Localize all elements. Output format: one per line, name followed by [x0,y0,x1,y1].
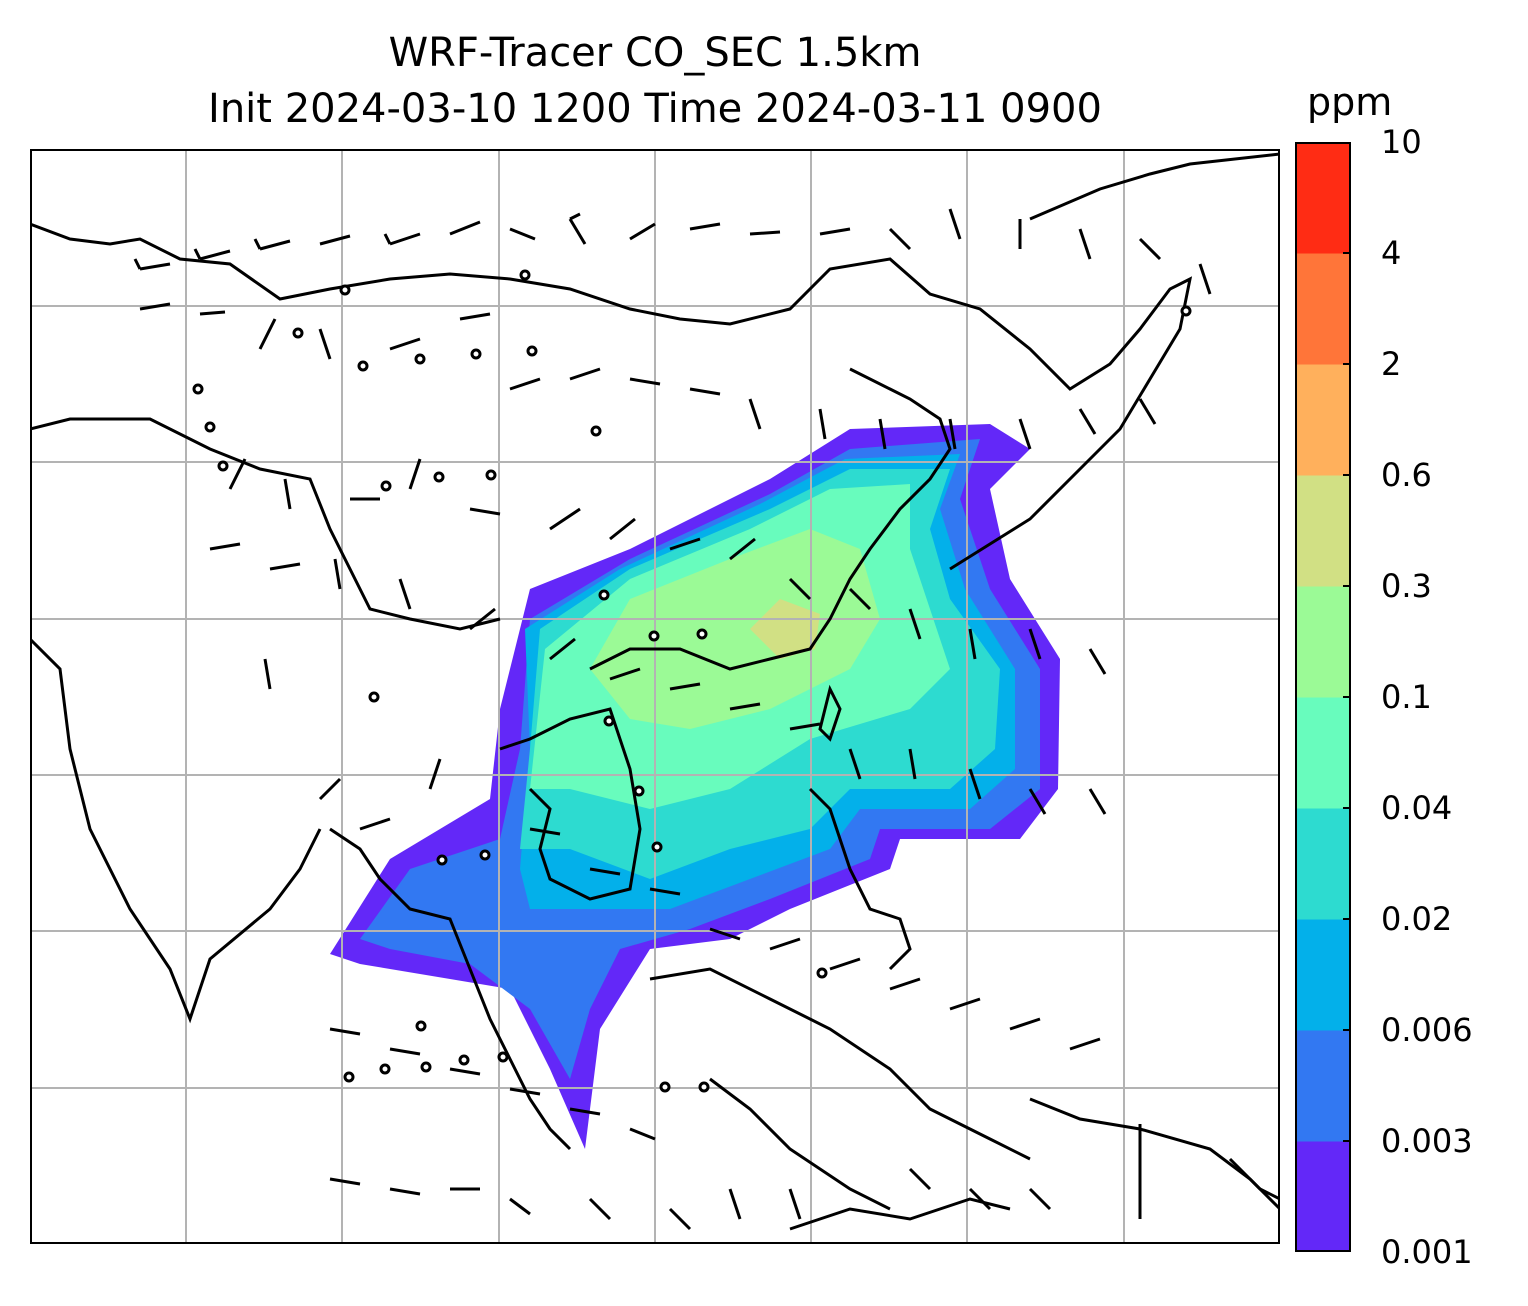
colorbar-tick-label: 10 [1381,123,1422,161]
colorbar-swatch [1295,1030,1351,1142]
colorbar-swatch [1295,808,1351,920]
colorbar-tick-label: 4 [1381,234,1402,272]
colorbar-swatch [1295,697,1351,809]
colorbar-tick-label: 2 [1381,345,1402,383]
colorbar-tick-label: 0.3 [1381,567,1432,605]
colorbar-tick-label: 0.6 [1381,456,1432,494]
colorbar-tick-label: 0.02 [1381,900,1453,938]
colorbar-swatch [1295,586,1351,698]
coastlines [30,152,1280,1231]
colorbar-tick-label: 0.001 [1381,1233,1473,1271]
shade-level-6 [590,529,880,729]
colorbar-tick-label: 0.04 [1381,789,1453,827]
colorbar [1295,142,1351,1252]
wind-barbs [133,208,1212,1231]
colorbar-tick-label: 0.003 [1381,1122,1473,1160]
calm-wind-markers [192,269,1192,1093]
colorbar-unit-label: ppm [1307,80,1393,124]
colorbar-swatch [1295,475,1351,587]
title-line-1: WRF-Tracer CO_SEC 1.5km [388,30,922,76]
map-panel [30,149,1280,1244]
colorbar-tick-label: 0.1 [1381,678,1432,716]
tracer-shading [330,424,1060,1149]
colorbar-swatch [1295,142,1351,254]
colorbar-swatch [1295,1141,1351,1252]
map-gridlines [30,149,1280,1244]
colorbar-swatch [1295,253,1351,365]
colorbar-swatch [1295,919,1351,1031]
colorbar-tick-label: 0.006 [1381,1011,1473,1049]
shade-level-7 [750,599,820,659]
colorbar-swatch [1295,364,1351,476]
title-line-2: Init 2024-03-10 1200 Time 2024-03-11 090… [208,86,1102,132]
